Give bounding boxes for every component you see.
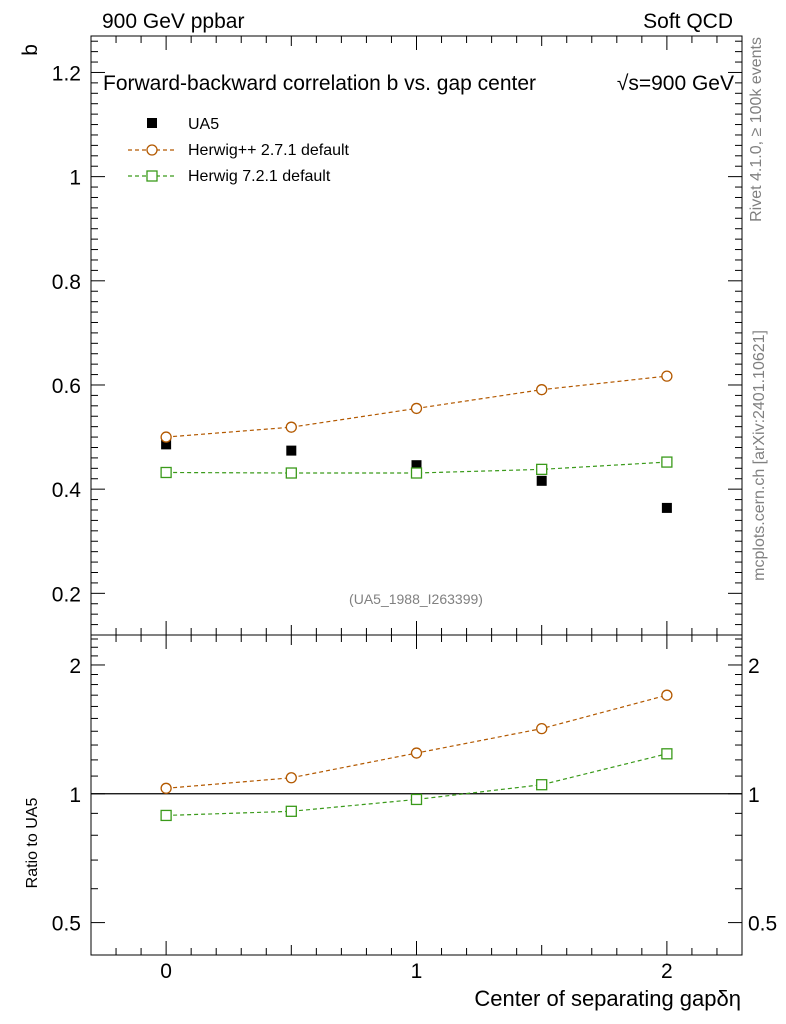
ua5-data-point (161, 439, 172, 450)
main-ytick-label: 1 (69, 167, 81, 190)
ratio-herwig7-point (160, 809, 172, 822)
main-ytick-label: 0.4 (52, 479, 82, 502)
ratio-ytick-label-right: 1 (748, 784, 760, 807)
ua5-data-point (286, 445, 297, 456)
header-energy-label: 900 GeV ppbar (102, 10, 244, 33)
legend: UA5 Herwig++ 2.7.1 default Herwig 7.2.1 … (128, 116, 350, 185)
herwig7-point (410, 467, 423, 479)
main-y-axis-label: b (19, 44, 42, 56)
legend-label-herwigpp: Herwig++ 2.7.1 default (188, 142, 350, 159)
ratio-herwig7-point (536, 779, 548, 791)
header-category-label: Soft QCD (643, 10, 733, 33)
ratio-herwigpp-point (661, 689, 673, 701)
analysis-id-label: (UA5_1988_I263399) (349, 591, 483, 607)
ratio-ytick-label: 2 (69, 655, 81, 678)
ratio-series-line (166, 694, 668, 789)
herwig7-point (536, 463, 548, 476)
legend-marker-herwigpp (146, 144, 158, 156)
herwigpp-point (536, 384, 548, 396)
ua5-data-point (661, 502, 672, 513)
ratio-series-group (160, 689, 673, 822)
ratio-series-line (166, 753, 668, 817)
main-ytick-label: 0.8 (52, 271, 81, 294)
rivet-version-label: Rivet 4.1.0, ≥ 100k events (748, 37, 765, 222)
ua5-data-point (536, 475, 547, 486)
ratio-herwig7-point (661, 748, 673, 760)
herwig7-point (160, 466, 172, 479)
ratio-herwigpp-point (285, 772, 297, 784)
legend-marker-ua5 (147, 118, 157, 128)
herwigpp-point (160, 431, 172, 443)
main-ytick-label: 1.2 (52, 62, 81, 85)
ratio-ytick-label: 0.5 (52, 913, 81, 936)
herwigpp-point (661, 370, 673, 382)
legend-marker-herwig7 (146, 170, 158, 182)
x-axis-label: Center of separating gapδη (474, 986, 741, 1011)
ratio-herwig7-point (410, 793, 423, 806)
ua5-data-point (411, 460, 422, 471)
ratio-axis-ticks: 0.5 0.5 1 1 2 2 0 1 2 (52, 635, 777, 983)
main-plot-title: Forward-backward correlation b vs. gap c… (103, 72, 536, 95)
xtick-label: 2 (661, 960, 673, 983)
ratio-herwigpp-point (160, 782, 172, 794)
ratio-y-axis-label: Ratio to UA5 (24, 798, 41, 889)
main-ytick-label: 0.6 (52, 375, 81, 398)
herwigpp-point (410, 402, 423, 415)
ratio-herwig7-point (285, 805, 297, 817)
legend-label-herwig7: Herwig 7.2.1 default (188, 168, 331, 185)
ratio-ytick-label-right: 2 (748, 655, 760, 678)
main-ytick-label: 0.2 (52, 583, 81, 606)
main-series-group (160, 370, 673, 513)
herwigpp-point (285, 421, 297, 433)
legend-label-ua5: UA5 (188, 116, 219, 133)
herwig7-point (285, 467, 297, 479)
ratio-herwigpp-point (536, 722, 548, 735)
ratio-ytick-label: 1 (69, 784, 81, 807)
xtick-label: 1 (411, 960, 423, 983)
main-axis-ticks: 0.2 0.4 0.6 0.8 1 1.2 (52, 36, 742, 635)
herwig7-point (661, 456, 673, 468)
xtick-label: 0 (160, 960, 172, 983)
ratio-ytick-label-right: 0.5 (748, 913, 777, 936)
mcplots-label: mcplots.cern.ch [arXiv:2401.10621] (751, 330, 768, 581)
ratio-herwigpp-point (410, 747, 423, 759)
energy-label: √s=900 GeV (617, 72, 734, 95)
